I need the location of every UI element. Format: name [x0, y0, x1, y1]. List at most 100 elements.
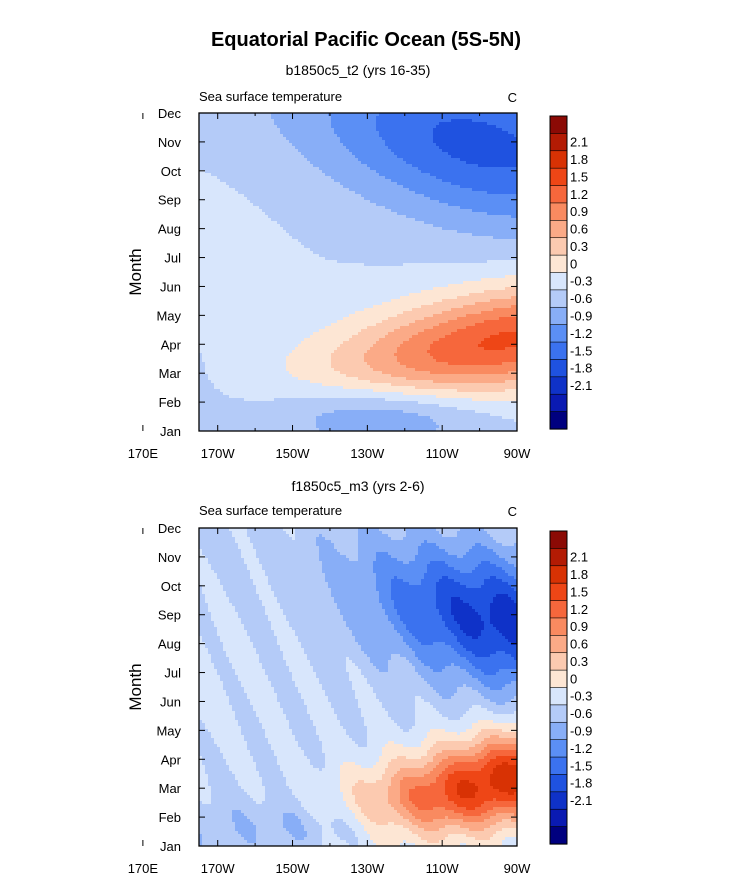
- heatmap-cell: [385, 218, 389, 222]
- heatmap-cell: [319, 209, 323, 213]
- heatmap-cell: [313, 203, 317, 207]
- heatmap-cell: [388, 179, 392, 183]
- heatmap-cell: [205, 158, 209, 162]
- heatmap-cell: [388, 209, 392, 213]
- heatmap-cell: [484, 251, 488, 255]
- heatmap-cell: [298, 176, 302, 180]
- heatmap-cell: [298, 152, 302, 156]
- heatmap-cell: [208, 197, 212, 201]
- heatmap-cell: [424, 125, 428, 129]
- heatmap-cell: [436, 152, 440, 156]
- heatmap-cell: [322, 113, 326, 117]
- heatmap-cell: [379, 230, 383, 234]
- heatmap-cell: [340, 197, 344, 201]
- heatmap-cell: [433, 122, 437, 126]
- heatmap-cell: [505, 221, 509, 225]
- heatmap-cell: [232, 242, 236, 246]
- heatmap-cell: [280, 233, 284, 237]
- heatmap-cell: [457, 116, 461, 120]
- heatmap-cell: [244, 197, 248, 201]
- heatmap-cell: [385, 179, 389, 183]
- heatmap-cell: [247, 242, 251, 246]
- heatmap-cell: [454, 152, 458, 156]
- heatmap-cell: [265, 182, 269, 186]
- heatmap-cell: [262, 248, 266, 252]
- heatmap-cell: [235, 218, 239, 222]
- heatmap-cell: [295, 221, 299, 225]
- heatmap-cell: [445, 245, 449, 249]
- heatmap-cell: [349, 149, 353, 153]
- heatmap-cell: [343, 125, 347, 129]
- heatmap-cell: [244, 158, 248, 162]
- heatmap-cell: [229, 239, 233, 243]
- heatmap-cell: [502, 176, 506, 180]
- heatmap-cell: [454, 236, 458, 240]
- heatmap-cell: [436, 134, 440, 138]
- heatmap-cell: [424, 188, 428, 192]
- heatmap-cell: [283, 119, 287, 123]
- heatmap-cell: [301, 149, 305, 153]
- heatmap-cell: [448, 212, 452, 216]
- heatmap-cell: [361, 161, 365, 165]
- heatmap-cell: [289, 188, 293, 192]
- heatmap-cell: [358, 227, 362, 231]
- heatmap-cell: [280, 155, 284, 159]
- heatmap-cell: [403, 212, 407, 216]
- heatmap-cell: [424, 194, 428, 198]
- heatmap-cell: [256, 200, 260, 204]
- heatmap-cell: [334, 185, 338, 189]
- heatmap-cell: [343, 161, 347, 165]
- heatmap-cell: [454, 212, 458, 216]
- heatmap-cell: [346, 239, 350, 243]
- heatmap-cell: [307, 167, 311, 171]
- heatmap-cell: [460, 158, 464, 162]
- heatmap-cell: [214, 152, 218, 156]
- heatmap-cell: [334, 215, 338, 219]
- heatmap-cell: [325, 167, 329, 171]
- heatmap-cell: [379, 128, 383, 132]
- heatmap-cell: [421, 143, 425, 147]
- heatmap-cell: [328, 176, 332, 180]
- heatmap-cell: [508, 236, 512, 240]
- heatmap-cell: [418, 182, 422, 186]
- heatmap-cell: [295, 224, 299, 228]
- heatmap-cell: [229, 152, 233, 156]
- heatmap-cell: [505, 212, 509, 216]
- heatmap-cell: [490, 233, 494, 237]
- heatmap-cell: [310, 206, 314, 210]
- heatmap-cell: [379, 176, 383, 180]
- heatmap-cell: [331, 227, 335, 231]
- heatmap-cell: [199, 197, 203, 201]
- heatmap-cell: [493, 233, 497, 237]
- heatmap-cell: [229, 218, 233, 222]
- heatmap-cell: [499, 128, 503, 132]
- heatmap-cell: [229, 200, 233, 204]
- heatmap-cell: [307, 212, 311, 216]
- heatmap-cell: [205, 248, 209, 252]
- heatmap-cell: [436, 146, 440, 150]
- heatmap-cell: [295, 161, 299, 165]
- heatmap-cell: [247, 113, 251, 117]
- heatmap-cell: [265, 173, 269, 177]
- heatmap-cell: [202, 182, 206, 186]
- heatmap-cell: [277, 218, 281, 222]
- heatmap-cell: [217, 206, 221, 210]
- heatmap-cell: [397, 206, 401, 210]
- heatmap-cell: [262, 152, 266, 156]
- heatmap-cell: [232, 227, 236, 231]
- heatmap-cell: [418, 140, 422, 144]
- heatmap-cell: [514, 200, 518, 204]
- heatmap-cell: [211, 248, 215, 252]
- heatmap-cell: [322, 248, 326, 252]
- heatmap-cell: [490, 212, 494, 216]
- heatmap-cell: [331, 188, 335, 192]
- heatmap-cell: [280, 131, 284, 135]
- heatmap-cell: [391, 194, 395, 198]
- heatmap-cell: [403, 149, 407, 153]
- heatmap-cell: [382, 122, 386, 126]
- heatmap-cell: [262, 233, 266, 237]
- heatmap-cell: [250, 230, 254, 234]
- heatmap-cell: [511, 167, 515, 171]
- heatmap-cell: [229, 164, 233, 168]
- heatmap-cell: [286, 212, 290, 216]
